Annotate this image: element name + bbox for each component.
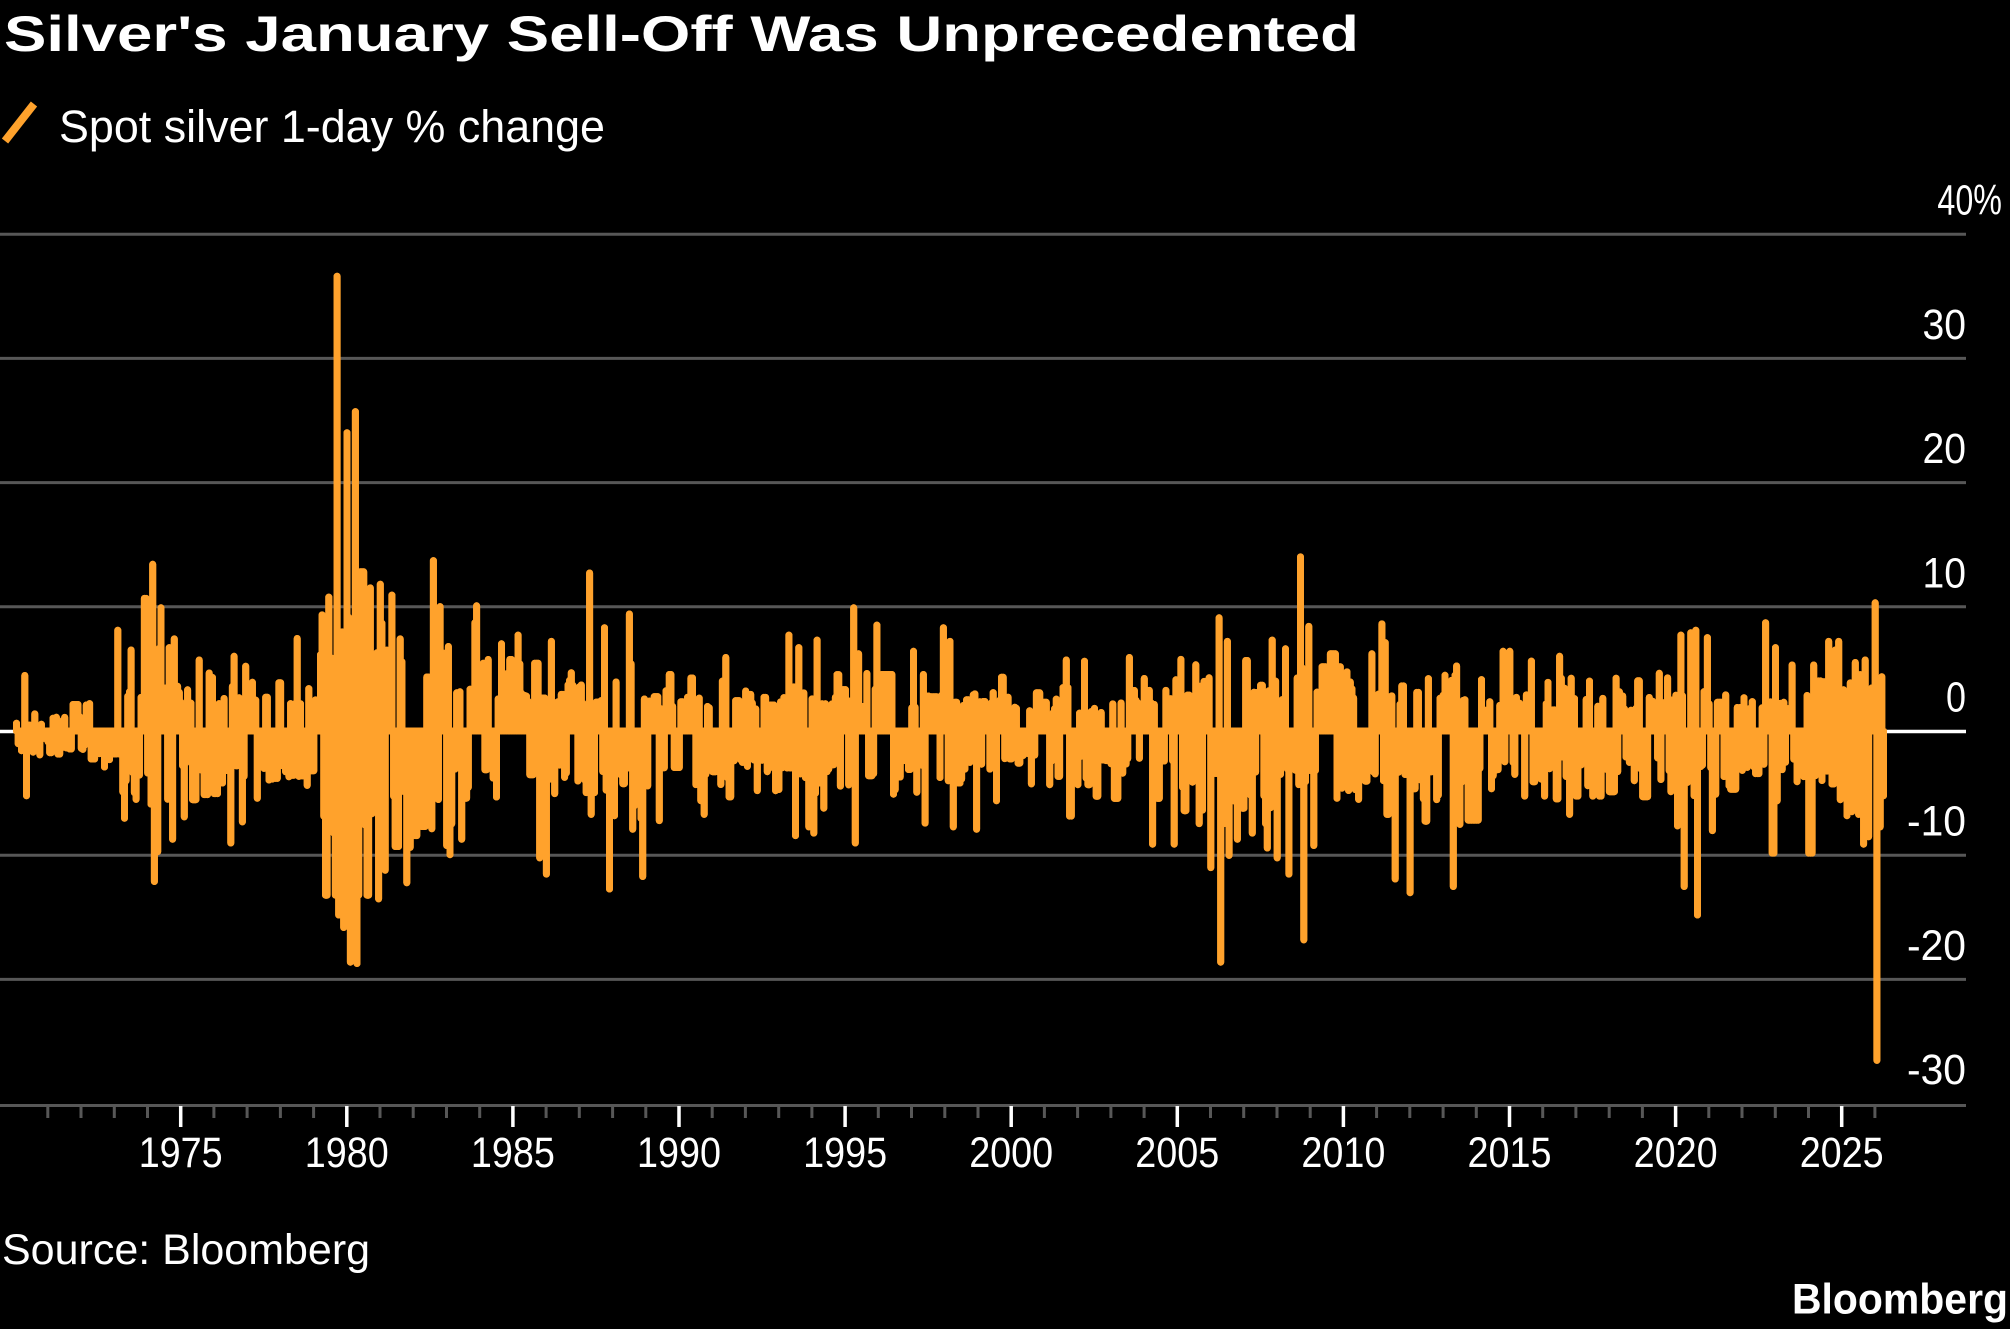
svg-text:Spot silver 1-day % change: Spot silver 1-day % change (59, 101, 605, 152)
svg-text:2025: 2025 (1800, 1129, 1884, 1177)
svg-text:Source: Bloomberg: Source: Bloomberg (2, 1226, 370, 1274)
svg-text:2015: 2015 (1468, 1129, 1552, 1177)
svg-text:1985: 1985 (471, 1129, 555, 1177)
svg-text:1995: 1995 (803, 1129, 887, 1177)
svg-text:30: 30 (1923, 301, 1967, 349)
svg-text:10: 10 (1923, 549, 1967, 597)
svg-text:1975: 1975 (139, 1129, 223, 1177)
svg-text:40%: 40% (1937, 177, 2002, 225)
svg-text:2010: 2010 (1301, 1129, 1385, 1177)
svg-text:-20: -20 (1907, 922, 1966, 970)
svg-text:2000: 2000 (969, 1129, 1053, 1177)
svg-text:2005: 2005 (1135, 1129, 1219, 1177)
svg-text:20: 20 (1923, 425, 1967, 473)
svg-text:1990: 1990 (637, 1129, 721, 1177)
svg-text:Bloomberg: Bloomberg (1792, 1276, 2008, 1324)
svg-text:0: 0 (1946, 674, 1966, 722)
svg-text:2020: 2020 (1634, 1129, 1718, 1177)
svg-text:-30: -30 (1907, 1046, 1966, 1094)
svg-text:1980: 1980 (305, 1129, 389, 1177)
svg-text:Silver's January Sell-Off Was: Silver's January Sell-Off Was Unpreceden… (4, 6, 1359, 62)
svg-text:-10: -10 (1907, 798, 1966, 846)
